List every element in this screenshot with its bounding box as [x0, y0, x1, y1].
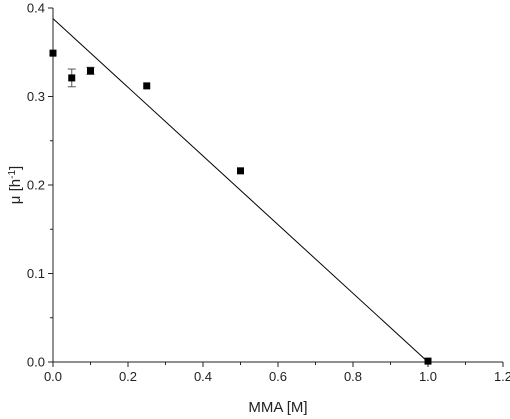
data-point [143, 82, 151, 90]
axes [52, 8, 503, 363]
y-tick-label: 0.3 [27, 89, 45, 104]
y-axis-title-base: μ [h [7, 179, 24, 204]
y-axis-title-close: ] [7, 166, 24, 170]
data-point [87, 67, 94, 75]
y-axis-title: μ [h-1] [7, 166, 25, 204]
y-tick-label: 0.0 [27, 355, 45, 370]
x-tick-label: 0.4 [194, 369, 212, 384]
data-point [68, 74, 76, 82]
y-tick-label: 0.1 [27, 266, 45, 281]
x-tick-label: 1.2 [494, 369, 510, 384]
y-tick-label: 0.2 [27, 178, 45, 193]
fit-line-group [52, 18, 429, 363]
x-tick-label: 0.2 [119, 369, 137, 384]
ticks: 0.0 0.2 0.4 0.6 0.8 1.0 1.2 0.0 0.1 0.2 0.3 0.4 [27, 1, 510, 385]
x-tick-label: 0.6 [269, 369, 287, 384]
x-tick-label: 0.0 [44, 369, 62, 384]
x-axis-title: MMA [M] [248, 399, 307, 416]
x-tick-label: 1.0 [419, 369, 437, 384]
data-point [424, 357, 432, 365]
fit-line [52, 18, 429, 363]
data-point [49, 49, 57, 57]
data-point [237, 167, 244, 175]
y-axis-title-sup: -1 [7, 170, 18, 179]
y-tick-label: 0.4 [27, 1, 45, 16]
data-points [49, 49, 432, 365]
x-tick-label: 0.8 [344, 369, 362, 384]
